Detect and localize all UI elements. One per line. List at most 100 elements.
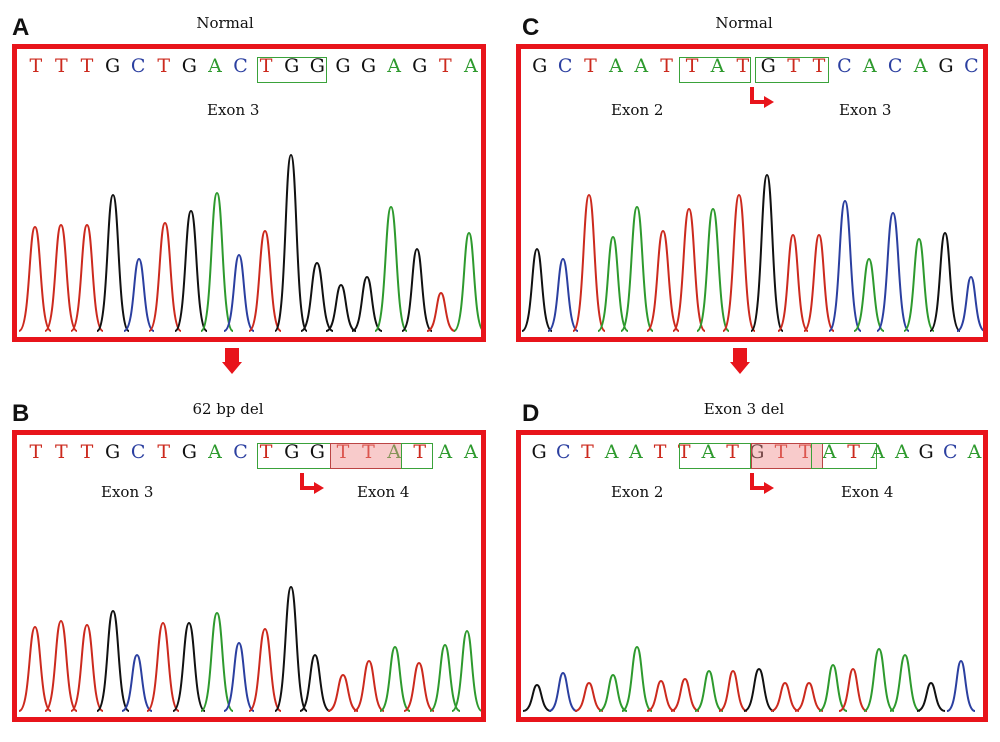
base-c: C	[233, 55, 248, 77]
peak-t	[646, 229, 680, 332]
panel-letter-a: A	[12, 14, 30, 41]
base-t: T	[29, 441, 43, 463]
trace-d	[522, 645, 976, 712]
peak-t	[403, 661, 435, 712]
peak-t	[248, 229, 282, 332]
peak-t	[248, 627, 282, 712]
peak-t	[148, 221, 182, 332]
peak-c	[123, 257, 155, 332]
panel-title-b: 62 bp del	[192, 400, 264, 418]
peak-a	[903, 237, 935, 332]
peak-g	[916, 681, 946, 712]
base-t: T	[660, 55, 673, 77]
peak-a	[451, 629, 481, 712]
base-a: A	[438, 441, 453, 463]
peak-t	[670, 677, 700, 712]
peak-g	[351, 275, 383, 332]
base-a: A	[895, 441, 909, 463]
peak-g	[174, 209, 208, 332]
peak-c	[121, 653, 153, 712]
base-c: C	[964, 55, 979, 77]
base-c: C	[557, 55, 573, 77]
base-g: G	[104, 55, 121, 77]
junction-arrow-icon-b	[300, 473, 324, 494]
exon-label-d-1: Exon 2	[611, 483, 664, 501]
peak-g	[401, 247, 433, 332]
base-g: G	[284, 441, 300, 463]
down-arrow-icon-right	[730, 348, 750, 374]
base-a: A	[208, 441, 222, 463]
base-t: T	[80, 441, 94, 463]
peak-g	[522, 683, 552, 712]
base-g: G	[938, 55, 954, 77]
base-g: G	[309, 55, 325, 77]
codon-box-d-1	[679, 443, 751, 469]
peak-a	[429, 643, 461, 712]
base-t: T	[584, 55, 597, 77]
peak-c	[876, 211, 910, 332]
peak-a	[694, 669, 724, 712]
panel-letter-c: C	[522, 14, 540, 41]
peak-t	[572, 193, 606, 332]
base-g: G	[335, 55, 351, 77]
peak-a	[597, 235, 629, 332]
base-t: T	[847, 441, 860, 463]
peak-t	[777, 233, 809, 332]
base-t: T	[677, 441, 691, 463]
base-t: T	[259, 55, 273, 77]
base-t: T	[685, 55, 699, 77]
peak-a	[621, 645, 653, 712]
junction-arrow-icon-c	[750, 87, 774, 108]
base-a: A	[628, 441, 643, 463]
peak-a	[818, 663, 848, 712]
peak-g	[96, 193, 130, 332]
base-t: T	[336, 441, 350, 463]
codon-box-c-1	[679, 57, 751, 83]
peak-t	[44, 223, 78, 332]
base-a: A	[387, 55, 401, 77]
base-c: C	[233, 441, 248, 463]
base-t: T	[55, 55, 68, 77]
peak-c	[548, 671, 578, 712]
peak-g	[521, 247, 553, 332]
peak-t	[70, 223, 104, 332]
trace-c	[521, 173, 983, 332]
junction-arrow-icon-d	[750, 473, 774, 494]
peak-a	[696, 207, 730, 332]
peak-g	[750, 173, 784, 332]
base-a: A	[609, 55, 623, 77]
base-g: G	[309, 441, 325, 463]
peak-t	[146, 621, 180, 712]
peak-g	[929, 231, 961, 332]
base-g: G	[412, 55, 428, 77]
peak-t	[70, 623, 104, 712]
base-t: T	[438, 55, 452, 77]
base-t: T	[29, 55, 43, 77]
peak-c	[828, 199, 862, 332]
codon-box-d-2	[811, 443, 877, 469]
base-t: T	[259, 441, 273, 463]
peak-g	[300, 261, 334, 332]
peak-g	[274, 153, 308, 332]
peak-g	[325, 283, 357, 332]
trace-b	[18, 585, 481, 712]
exon-label-a-1: Exon 3	[207, 101, 260, 119]
peak-g	[299, 653, 331, 712]
codon-box-c-2	[755, 57, 829, 83]
base-c: C	[837, 55, 852, 77]
base-g: G	[760, 55, 776, 77]
panel-title-d: Exon 3 del	[703, 400, 785, 418]
panel-title-a: Normal	[196, 14, 254, 32]
peak-g	[743, 667, 775, 712]
base-t: T	[581, 441, 594, 463]
base-a: A	[710, 55, 725, 77]
peak-c	[946, 659, 976, 712]
base-a: A	[387, 441, 401, 463]
peak-c	[223, 253, 255, 332]
peak-t	[327, 673, 359, 712]
